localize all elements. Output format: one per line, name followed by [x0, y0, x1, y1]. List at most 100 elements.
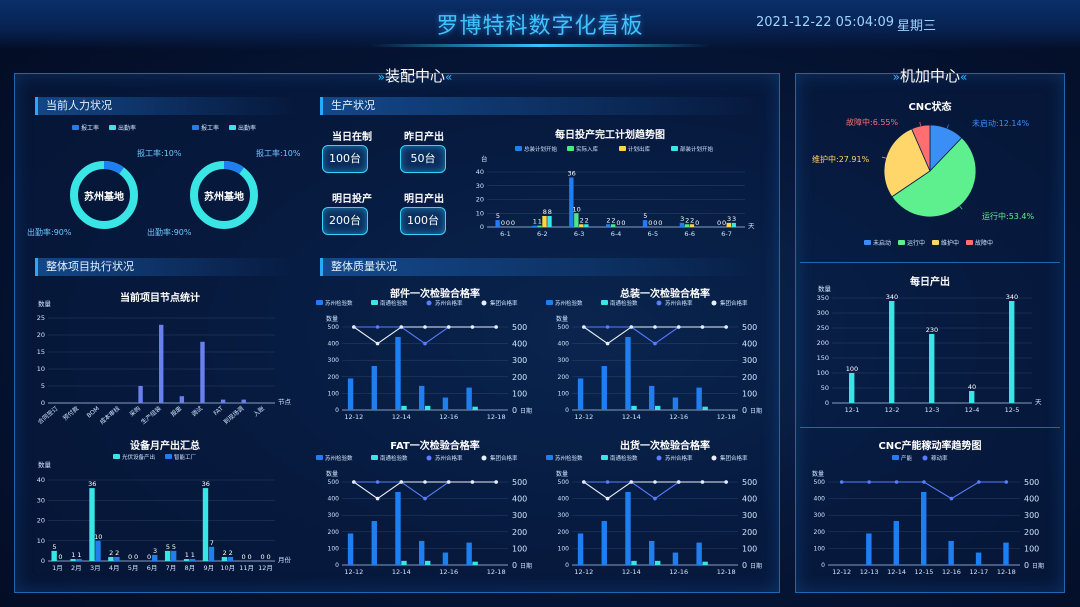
legend-label: 集团合格率 — [720, 454, 748, 462]
legend-label: 未启动 — [873, 239, 891, 247]
legend-label: 光伏设备产出 — [122, 453, 155, 461]
data-label: 5 — [643, 212, 647, 220]
data-label: 3 — [153, 547, 157, 555]
y-tick-label: 0 — [41, 399, 45, 407]
x-tick-label: FAT — [212, 405, 225, 417]
bar — [696, 542, 702, 565]
x-tick-label: 9月 — [203, 564, 214, 572]
q-final-chart: 苏州检验数 南通检验数 苏州合格率 集团合格率 0 0 100 100 200 200 300 300… — [546, 299, 762, 421]
y2-tick-label: 0 — [512, 561, 517, 570]
line-point — [352, 480, 356, 484]
pie-label: 运行中:53.4% — [982, 211, 1035, 221]
legend-swatch — [601, 455, 608, 460]
chevron-right-icon: » — [377, 70, 385, 84]
x-tick-label: 12-12 — [832, 568, 851, 576]
legend-label: 运行中 — [907, 239, 925, 247]
legend-report: 报工率 — [72, 123, 99, 132]
data-label: 3 — [732, 215, 736, 223]
legend-label: 集团合格率 — [490, 454, 518, 462]
y-tick-label: 25 — [37, 314, 45, 322]
legend-label: 南通检验数 — [610, 454, 638, 462]
data-label: 0 — [260, 553, 264, 561]
x-tick-label: 12-14 — [622, 413, 641, 421]
data-label: 1 — [538, 218, 542, 226]
y2-tick-label: 0 — [1024, 561, 1029, 570]
bar — [442, 552, 449, 565]
data-label: 7 — [210, 539, 214, 547]
y-tick-label: 300 — [558, 512, 570, 519]
x-tick-label: 报废 — [169, 404, 183, 418]
series-line — [353, 481, 497, 500]
bar — [425, 405, 431, 410]
x-tick-label: 12-15 — [915, 568, 934, 576]
y-tick-label: 200 — [817, 339, 829, 347]
y-axis-label: 数量 — [38, 299, 52, 308]
bar — [569, 177, 574, 227]
bar — [649, 385, 655, 410]
line-point — [352, 325, 356, 329]
data-label: 2 — [223, 549, 227, 557]
y-tick-label: 0 — [565, 562, 569, 569]
data-label: 2 — [585, 216, 589, 224]
x-tick-label: 12-12 — [574, 413, 593, 421]
data-label: 0 — [722, 219, 726, 227]
legend-swatch — [619, 146, 626, 151]
y-tick-label: 10 — [476, 209, 484, 217]
header-bar — [0, 0, 1080, 50]
data-label: 5 — [166, 543, 170, 551]
legend-swatch — [113, 454, 120, 459]
bar — [221, 556, 228, 561]
line-point — [494, 480, 498, 484]
y-tick-label: 10 — [37, 365, 45, 373]
data-label: 2 — [611, 216, 615, 224]
workforce-donut-2 — [190, 161, 258, 229]
line-point — [470, 480, 475, 484]
data-label: 3 — [727, 215, 731, 223]
q-part-chart: 苏州检验数 南通检验数 苏州合格率 集团合格率 0 0 100 100 200 200 300 300… — [316, 299, 532, 421]
bar — [577, 533, 584, 565]
data-label: 1 — [185, 551, 189, 559]
y-tick-label: 300 — [814, 512, 826, 519]
line-point — [1004, 480, 1009, 484]
x-axis-label: 节点 — [278, 398, 292, 406]
series-line — [353, 326, 497, 345]
divider — [800, 262, 1060, 263]
line-point — [470, 325, 475, 329]
pie-slice — [883, 128, 931, 198]
kpi-tomorrow-output-value: 100台 — [400, 207, 446, 235]
data-label: 230 — [926, 326, 938, 334]
bar — [542, 216, 547, 227]
x-axis-label: 日期 — [520, 562, 532, 570]
x-tick-label: 12-3 — [925, 406, 940, 414]
data-label: 2 — [690, 216, 694, 224]
x-tick-label: 3月 — [90, 564, 101, 572]
legend-label: 总装计划开始 — [524, 145, 558, 153]
y-tick-label: 40 — [37, 476, 45, 484]
bar — [702, 406, 708, 410]
kpi-tomorrow-start-value: 200台 — [322, 207, 368, 235]
y-tick-label: 300 — [328, 357, 340, 364]
bar — [577, 378, 584, 410]
line-point — [894, 480, 899, 484]
bar — [495, 220, 500, 227]
legend-swatch — [165, 454, 172, 459]
bar — [95, 540, 101, 561]
x-axis-label: 月份 — [278, 555, 292, 564]
data-label: 1 — [533, 218, 537, 226]
x-tick-label: 12-5 — [1005, 406, 1020, 414]
y-tick-label: 500 — [558, 324, 570, 331]
data-label: 0 — [501, 219, 505, 227]
line-point — [582, 480, 586, 484]
line-point — [375, 341, 380, 346]
x-tick-label: 12-16 — [439, 568, 458, 576]
bar — [893, 521, 899, 565]
y2-tick-label: 100 — [742, 389, 757, 398]
y2-tick-label: 0 — [742, 561, 747, 570]
legend-swatch — [316, 300, 323, 305]
x-tick-label: 6-2 — [537, 230, 548, 238]
bar — [889, 301, 895, 403]
data-label: 0 — [695, 219, 699, 227]
bar — [220, 399, 226, 403]
bar — [371, 521, 377, 565]
bar — [532, 225, 537, 227]
